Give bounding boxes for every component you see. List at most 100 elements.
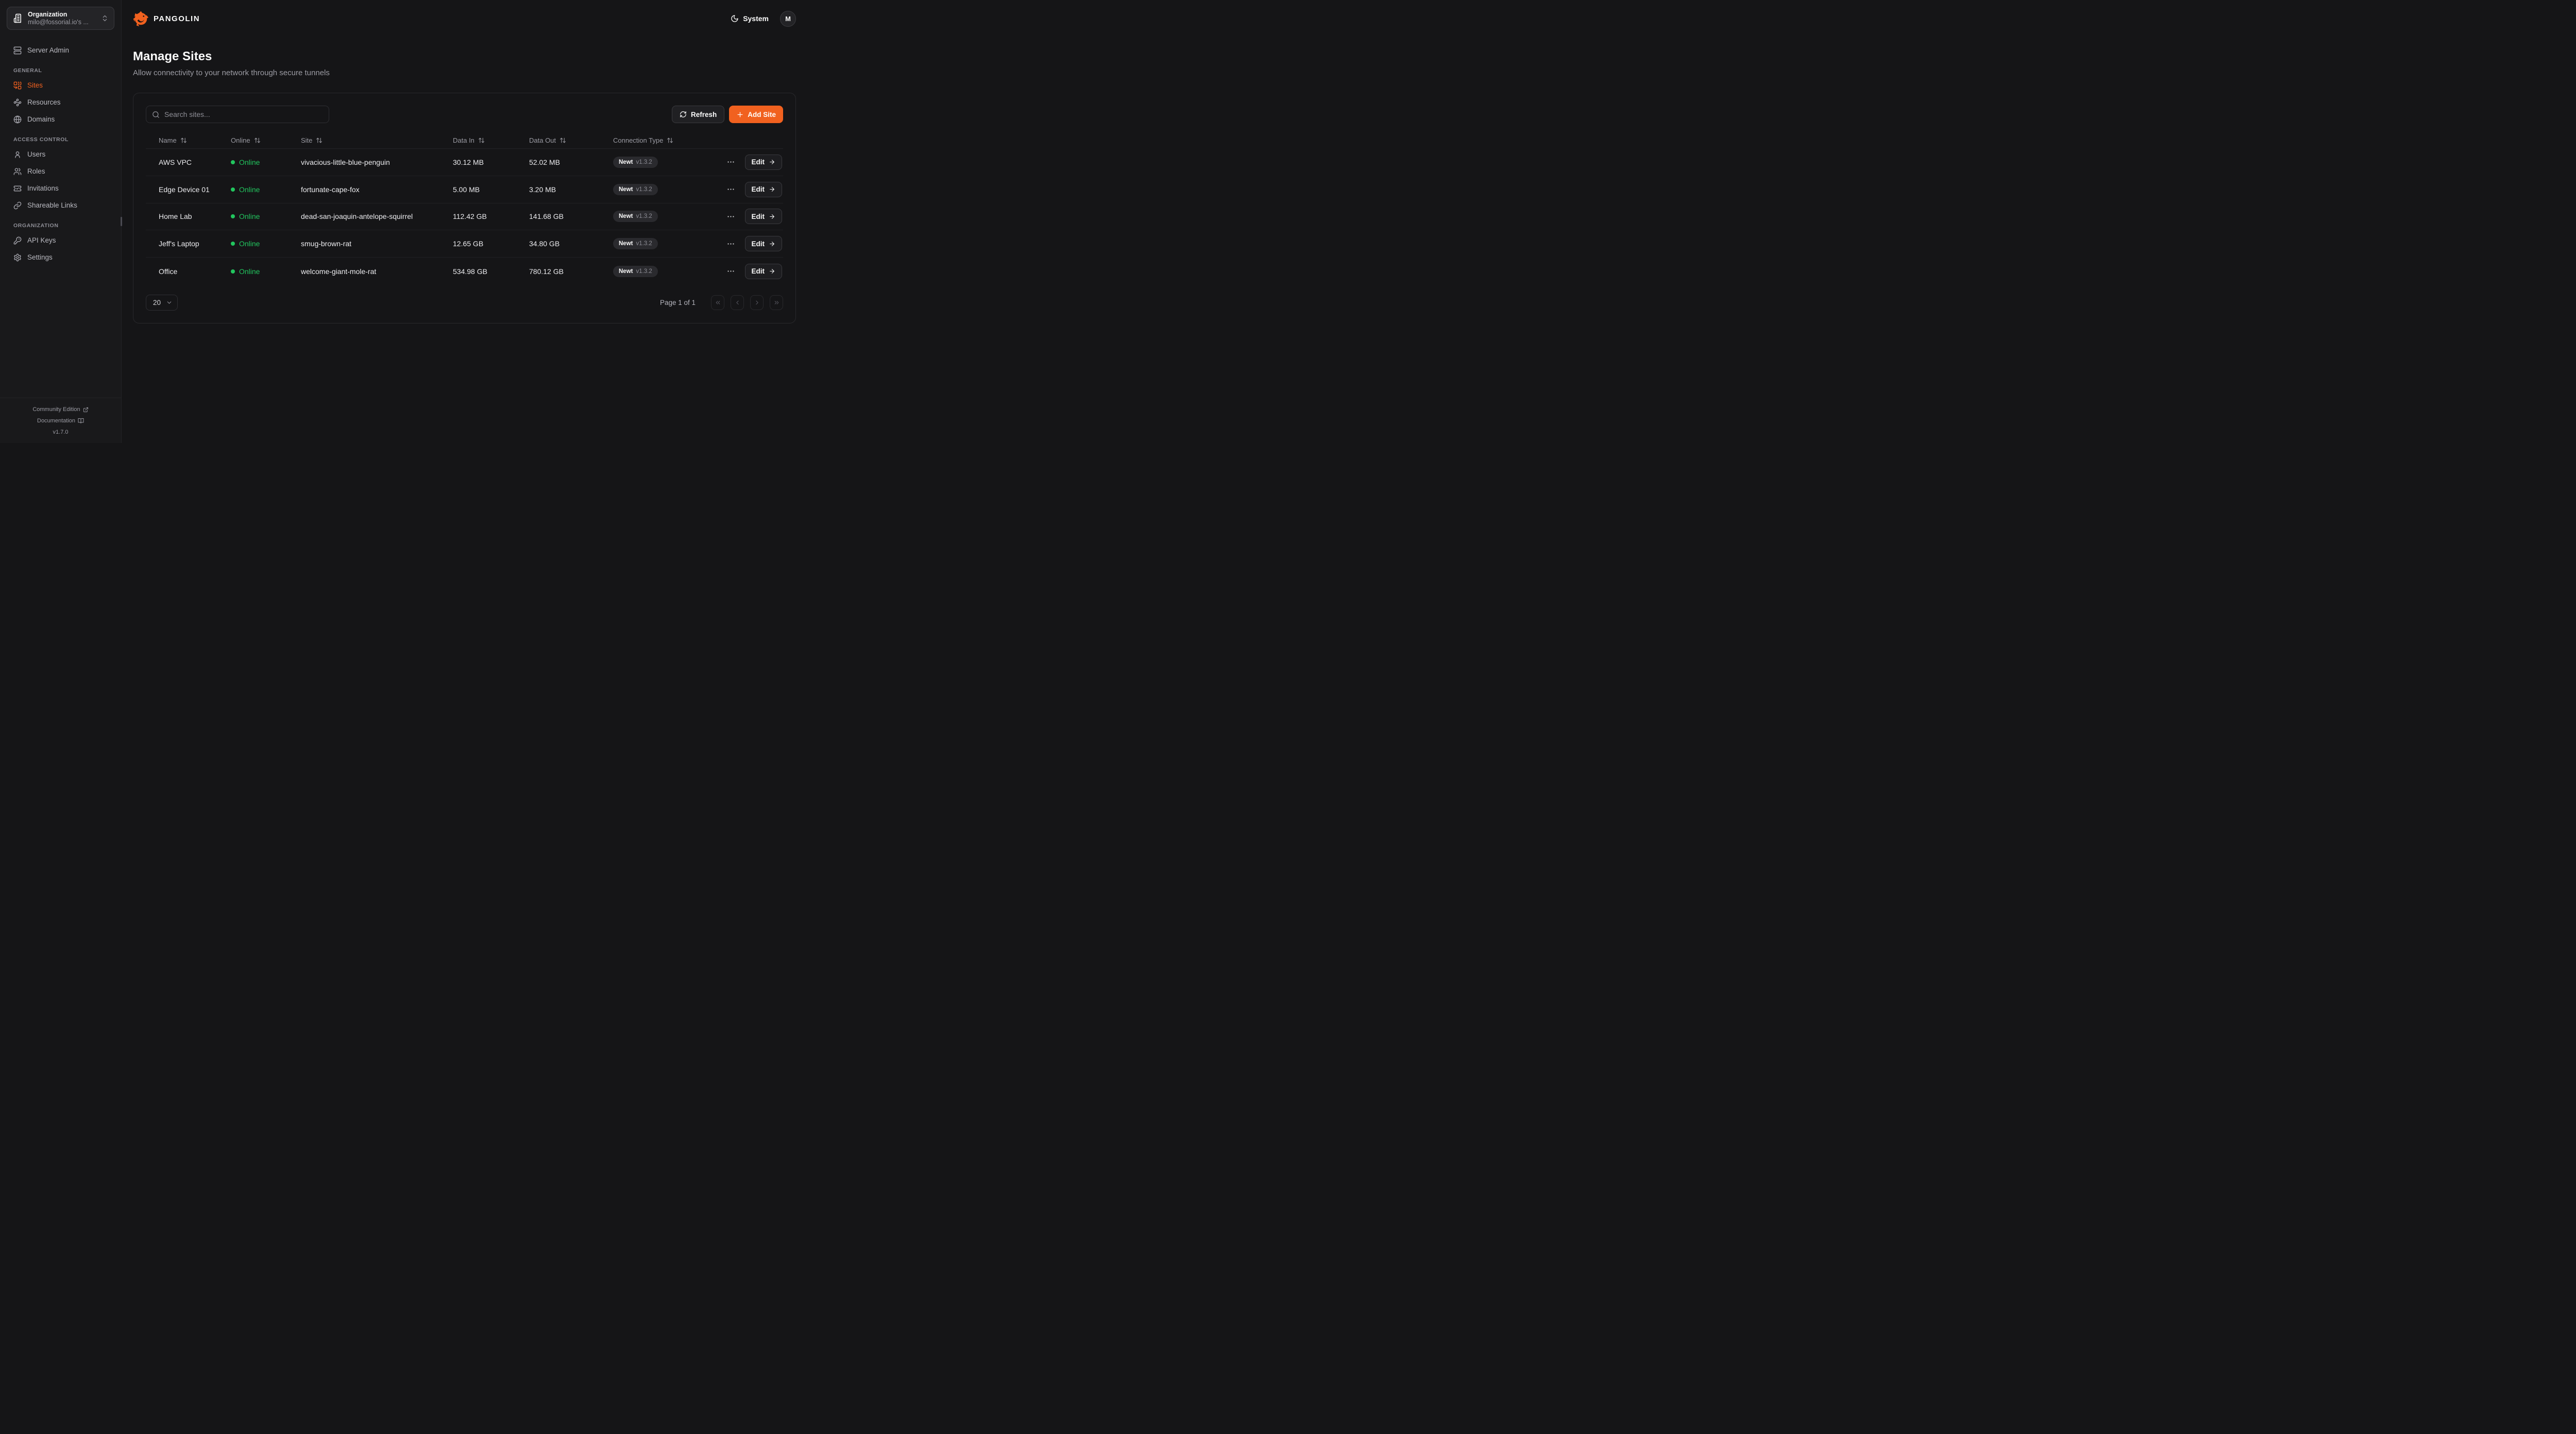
brand-name: PANGOLIN	[154, 14, 200, 23]
app-version: v1.7.0	[53, 429, 69, 435]
edit-button[interactable]: Edit	[744, 154, 782, 170]
online-status-dot	[231, 269, 235, 274]
edit-label: Edit	[751, 185, 765, 194]
row-menu-button[interactable]	[725, 157, 736, 167]
combine-icon	[13, 81, 22, 90]
sort-icon	[478, 137, 485, 144]
last-page-button[interactable]	[770, 295, 783, 310]
column-header-data-out[interactable]: Data Out	[529, 136, 613, 144]
row-menu-button[interactable]	[725, 211, 736, 222]
edit-button[interactable]: Edit	[744, 236, 782, 252]
brand-logo[interactable]: PANGOLIN	[133, 11, 200, 27]
sidebar-item-sites[interactable]: Sites	[7, 77, 114, 94]
edit-label: Edit	[751, 158, 765, 166]
sites-table: Name Online Site Data In	[146, 132, 783, 295]
sidebar-item-shareable-links[interactable]: Shareable Links	[7, 197, 114, 214]
theme-toggle-button[interactable]: System	[731, 14, 769, 23]
edit-button[interactable]: Edit	[744, 209, 782, 225]
connection-type-cell: Newt v1.3.2	[613, 156, 706, 168]
org-selector-value: milo@fossorial.io's ...	[28, 18, 89, 26]
link-icon	[13, 201, 22, 210]
column-header-name[interactable]: Name	[146, 136, 231, 144]
table-header-row: Name Online Site Data In	[146, 132, 783, 149]
user-avatar[interactable]: M	[780, 10, 796, 27]
sidebar-item-api-keys[interactable]: API Keys	[7, 232, 114, 249]
sidebar-item-invitations[interactable]: Invitations	[7, 180, 114, 197]
site-slug: welcome-giant-mole-rat	[301, 267, 377, 276]
next-page-button[interactable]	[750, 295, 764, 310]
book-open-icon	[78, 418, 84, 424]
sidebar-item-resources[interactable]: Resources	[7, 94, 114, 111]
chevron-right-icon	[755, 300, 758, 305]
table-row: Office Online welcome-giant-mole-rat 534…	[146, 258, 783, 285]
sort-icon	[254, 137, 261, 144]
row-menu-button[interactable]	[725, 238, 736, 249]
connection-version: v1.3.2	[636, 186, 652, 193]
row-actions: Edit	[706, 209, 783, 225]
row-menu-button[interactable]	[725, 266, 736, 277]
arrow-right-icon	[769, 268, 775, 275]
site-status: Online	[231, 212, 301, 220]
connection-type-label: Newt	[619, 268, 633, 275]
online-status-dot	[231, 187, 235, 192]
column-header-connection-type[interactable]: Connection Type	[613, 136, 706, 144]
sidebar-item-label: Users	[27, 150, 46, 158]
first-page-button[interactable]	[711, 295, 724, 310]
online-status-label: Online	[239, 267, 260, 276]
site-status: Online	[231, 158, 301, 166]
column-header-online[interactable]: Online	[231, 136, 301, 144]
connection-type-label: Newt	[619, 241, 633, 247]
org-selector-text: Organization milo@fossorial.io's ...	[28, 11, 101, 26]
sidebar-item-label: Resources	[27, 98, 61, 106]
connection-type-cell: Newt v1.3.2	[613, 238, 706, 250]
sidebar-item-label: API Keys	[27, 236, 56, 244]
data-out-value: 141.68 GB	[529, 212, 564, 221]
arrow-right-icon	[769, 159, 775, 165]
community-edition-link[interactable]: Community Edition	[5, 404, 116, 415]
site-slug: dead-san-joaquin-antelope-squirrel	[301, 212, 413, 221]
pagination-controls: Page 1 of 1	[660, 295, 783, 310]
online-status-label: Online	[239, 240, 260, 248]
column-header-data-in[interactable]: Data In	[453, 136, 529, 144]
connection-badge: Newt v1.3.2	[613, 238, 658, 250]
data-in-value: 534.98 GB	[453, 267, 487, 276]
page-title: Manage Sites	[133, 49, 212, 63]
sidebar-item-label: Roles	[27, 167, 45, 175]
column-header-site[interactable]: Site	[301, 136, 453, 144]
search-input[interactable]	[164, 110, 323, 118]
org-selector[interactable]: Organization milo@fossorial.io's ...	[7, 7, 114, 30]
connection-badge: Newt v1.3.2	[613, 265, 658, 277]
page-size-select[interactable]: 20	[146, 295, 178, 311]
edit-button[interactable]: Edit	[744, 263, 782, 279]
org-selector-label: Organization	[28, 10, 67, 18]
edit-button[interactable]: Edit	[744, 181, 782, 197]
data-out-value: 34.80 GB	[529, 240, 560, 248]
sidebar-item-users[interactable]: Users	[7, 146, 114, 163]
table-row: Home Lab Online dead-san-joaquin-antelop…	[146, 203, 783, 231]
users-icon	[13, 167, 22, 176]
sidebar-nav: Server Admin GENERAL Sites Resources Do	[0, 37, 121, 266]
sidebar-resize-handle[interactable]	[121, 217, 122, 226]
sidebar-item-settings[interactable]: Settings	[7, 249, 114, 266]
documentation-link[interactable]: Documentation	[5, 415, 116, 426]
column-label: Data Out	[529, 136, 556, 144]
data-in-value: 30.12 MB	[453, 158, 484, 166]
sidebar-item-label: Invitations	[27, 184, 59, 192]
row-menu-button[interactable]	[725, 184, 736, 195]
sidebar-item-server-admin[interactable]: Server Admin	[7, 42, 114, 59]
site-name: Home Lab	[159, 212, 192, 221]
add-site-button[interactable]: Add Site	[729, 106, 783, 123]
row-actions: Edit	[706, 154, 783, 170]
topbar-right: System M	[731, 10, 796, 27]
page-header: Manage Sites Allow connectivity to your …	[133, 49, 796, 77]
sidebar-item-domains[interactable]: Domains	[7, 111, 114, 128]
sidebar-item-label: Shareable Links	[27, 201, 77, 209]
connection-type-cell: Newt v1.3.2	[613, 183, 706, 195]
globe-icon	[13, 115, 22, 124]
building-icon	[13, 13, 23, 23]
sidebar-item-roles[interactable]: Roles	[7, 163, 114, 180]
refresh-button[interactable]: Refresh	[671, 106, 725, 123]
section-title-access-control: ACCESS CONTROL	[13, 136, 69, 143]
previous-page-button[interactable]	[731, 295, 744, 310]
online-status-dot	[231, 214, 235, 219]
